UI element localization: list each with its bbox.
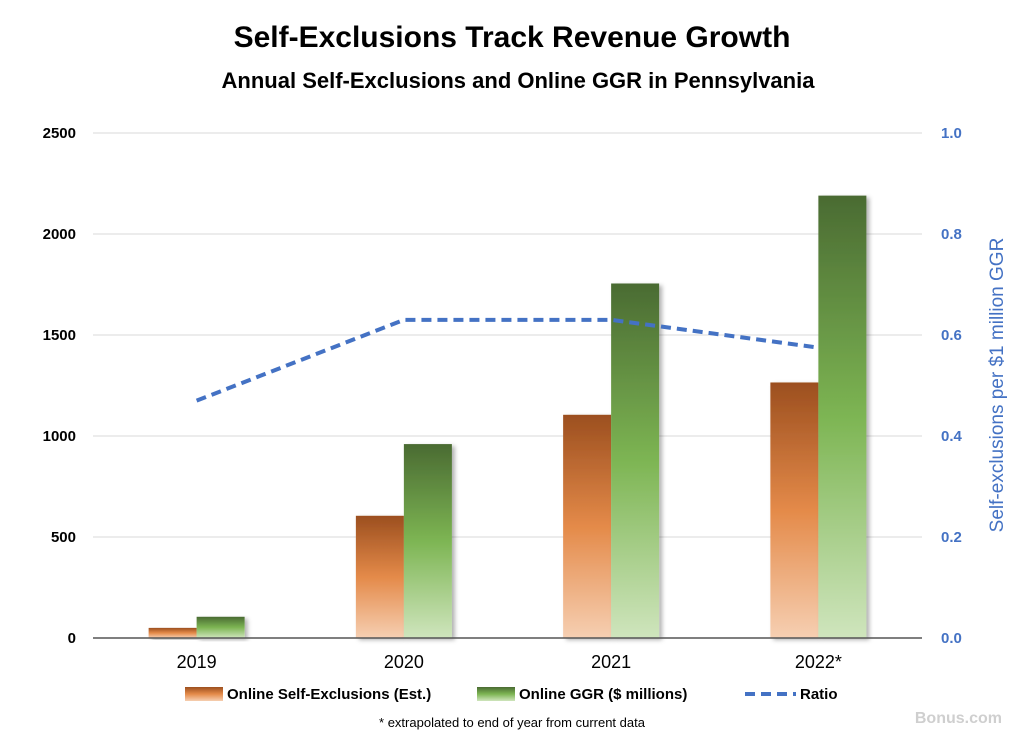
right-axis-tick-label: 0.4	[941, 428, 963, 445]
bar-ggr	[611, 283, 660, 638]
bar-ggr	[196, 616, 245, 638]
bar-self-exclusions	[148, 627, 197, 638]
left-axis-tick-label: 2500	[43, 125, 76, 142]
bars	[148, 195, 867, 638]
legend: Online Self-Exclusions (Est.) Online GGR…	[185, 686, 838, 703]
legend-swatch-self-exclusions	[185, 687, 223, 701]
x-axis-tick-label: 2022*	[795, 652, 842, 672]
x-axis-ticks: 2019 2020 2021 2022*	[177, 652, 842, 672]
chart-subtitle: Annual Self-Exclusions and Online GGR in…	[222, 68, 816, 93]
x-axis-tick-label: 2019	[177, 652, 217, 672]
right-axis-tick-label: 0.0	[941, 630, 962, 647]
left-axis-tick-label: 1000	[43, 428, 76, 445]
bar-self-exclusions	[563, 414, 612, 638]
bar-self-exclusions	[770, 382, 819, 638]
chart-title: Self-Exclusions Track Revenue Growth	[234, 21, 791, 54]
watermark: Bonus.com	[915, 710, 1002, 727]
right-axis-tick-label: 0.6	[941, 327, 962, 344]
right-axis-ticks: 0.0 0.2 0.4 0.6 0.8 1.0	[941, 125, 963, 647]
right-axis-tick-label: 1.0	[941, 125, 962, 142]
right-axis-tick-label: 0.8	[941, 226, 962, 243]
legend-label-ggr: Online GGR ($ millions)	[519, 686, 687, 703]
legend-label-ratio: Ratio	[800, 686, 838, 703]
x-axis-tick-label: 2021	[591, 652, 631, 672]
left-axis-tick-label: 500	[51, 529, 76, 546]
legend-swatch-ggr	[477, 687, 515, 701]
left-axis-tick-label: 0	[68, 630, 76, 647]
bar-self-exclusions	[355, 515, 404, 638]
footnote: * extrapolated to end of year from curre…	[379, 715, 646, 730]
right-axis-title: Self-exclusions per $1 million GGR	[987, 238, 1008, 533]
right-axis-tick-label: 0.2	[941, 529, 962, 546]
ratio-series-line	[195, 317, 819, 403]
legend-label-self-exclusions: Online Self-Exclusions (Est.)	[227, 686, 431, 703]
bar-ggr	[818, 195, 867, 638]
left-axis-ticks: 0 500 1000 1500 2000 2500	[43, 125, 76, 647]
x-axis-tick-label: 2020	[384, 652, 424, 672]
bar-ggr	[403, 444, 452, 638]
left-axis-tick-label: 2000	[43, 226, 76, 243]
left-axis-tick-label: 1500	[43, 327, 76, 344]
